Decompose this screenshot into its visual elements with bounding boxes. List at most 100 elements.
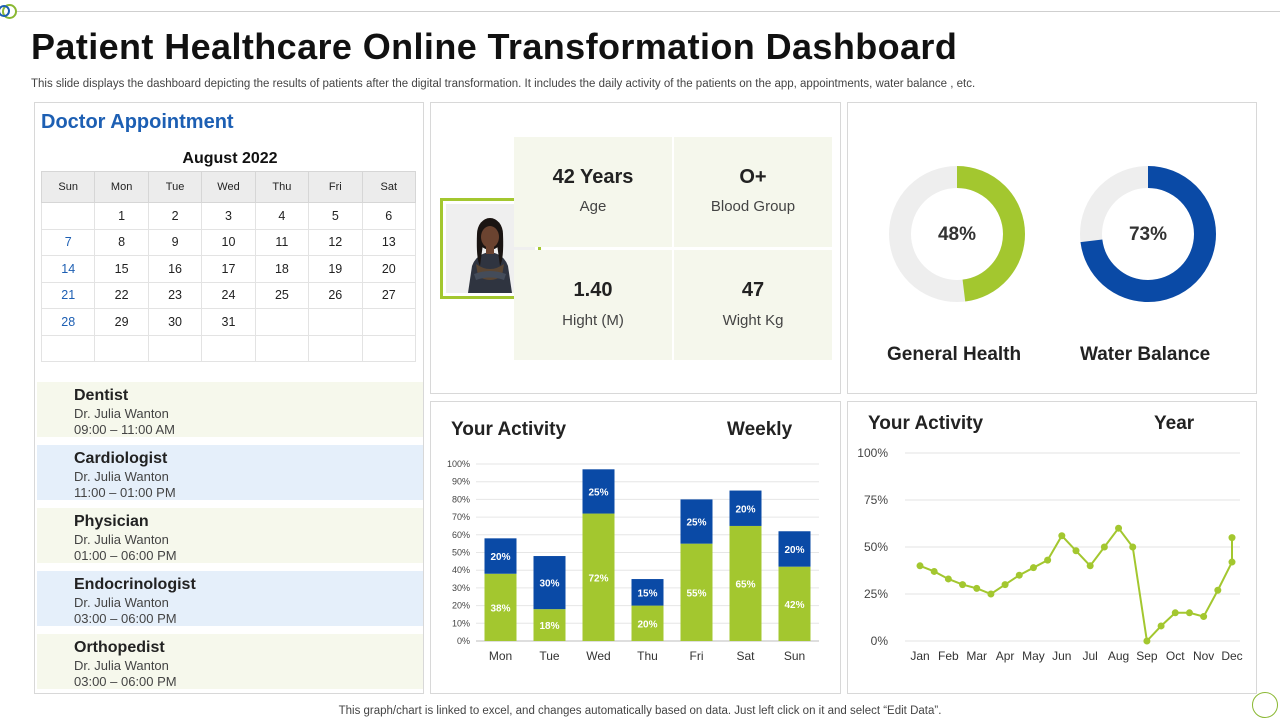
- blood-group-value: O+: [739, 166, 767, 188]
- bar-blue-sun: [778, 531, 811, 567]
- bar-green-thu: [631, 605, 664, 641]
- calendar-day[interactable]: 17: [201, 255, 256, 283]
- line-point: [987, 590, 995, 598]
- calendar-day[interactable]: 13: [361, 228, 417, 256]
- calendar-day[interactable]: 7: [40, 228, 96, 256]
- weekly-activity-panel: Your Activity Weekly 0% 10% 20% 30% 40% 50% 60…: [430, 401, 841, 694]
- calendar-day[interactable]: 21: [40, 281, 96, 309]
- calendar-day[interactable]: 25: [254, 281, 310, 309]
- decorative-circle: [0, 4, 17, 19]
- bar-y-tick: 50%: [452, 548, 470, 558]
- bar-y-tick: 60%: [452, 530, 470, 540]
- line-y-tick: 75%: [864, 493, 888, 507]
- appointment-specialty: Orthopedist: [74, 639, 165, 656]
- calendar-day[interactable]: 10: [201, 228, 256, 256]
- line-point: [1129, 543, 1137, 551]
- bar-label-blue: 25%: [588, 487, 608, 498]
- calendar-day[interactable]: 29: [94, 308, 149, 336]
- weekday-tue: Tue: [147, 171, 203, 203]
- weekday-fri: Fri: [308, 171, 363, 203]
- calendar-day[interactable]: 12: [308, 228, 363, 256]
- weight-label: Wight Kg: [722, 312, 784, 329]
- calendar-day: [40, 202, 96, 230]
- appointment-specialty: Dentist: [74, 387, 129, 404]
- calendar-day[interactable]: 15: [94, 255, 149, 283]
- appointment-item[interactable]: Cardiologist Dr. Julia Wanton 11:00 – 01:0…: [37, 445, 423, 500]
- calendar-day[interactable]: 22: [94, 281, 149, 309]
- appointment-time: 11:00 – 01:00 PM: [74, 485, 176, 500]
- line-point: [1058, 532, 1066, 540]
- appointment-item[interactable]: Orthopedist Dr. Julia Wanton 03:00 – 06:00…: [37, 634, 423, 689]
- calendar-day[interactable]: 18: [254, 255, 310, 283]
- line-point: [1185, 609, 1193, 617]
- calendar-day[interactable]: 14: [40, 255, 96, 283]
- appointment-time: 03:00 – 06:00 PM: [74, 611, 177, 626]
- appointment-doctor: Dr. Julia Wanton: [74, 595, 169, 610]
- calendar-day[interactable]: 4: [254, 202, 310, 230]
- bar-label-green: 65%: [735, 579, 755, 590]
- weight-value: 47: [741, 279, 765, 301]
- bar-x-tick: Sat: [736, 649, 755, 663]
- calendar-day[interactable]: 24: [201, 281, 256, 309]
- line-point: [1029, 564, 1037, 572]
- bar-green-tue: [533, 609, 566, 641]
- appointment-doctor: Dr. Julia Wanton: [74, 532, 169, 547]
- bar-x-tick: Fri: [690, 649, 704, 663]
- calendar-day[interactable]: 16: [147, 255, 203, 283]
- calendar-day[interactable]: 11: [254, 228, 310, 256]
- calendar-day[interactable]: 8: [94, 228, 149, 256]
- calendar-day[interactable]: 23: [147, 281, 203, 309]
- calendar-day[interactable]: 5: [308, 202, 363, 230]
- line-x-tick: Jan: [910, 649, 929, 663]
- calendar-day[interactable]: 9: [147, 228, 203, 256]
- doctor-appointment-panel: Doctor Appointment August 2022 Sun Mon Tue…: [34, 102, 424, 694]
- calendar-day[interactable]: 28: [40, 308, 96, 336]
- bar-green-fri: [680, 543, 713, 641]
- line-point: [1171, 609, 1179, 617]
- bar-y-tick: 20%: [452, 601, 470, 611]
- line-y-tick: 100%: [857, 446, 888, 460]
- calendar-day[interactable]: 3: [201, 202, 256, 230]
- calendar-day[interactable]: 31: [201, 308, 256, 336]
- bar-y-tick: 10%: [452, 618, 470, 628]
- calendar-day: [361, 308, 417, 336]
- weekday-mon: Mon: [94, 171, 149, 203]
- line-x-tick: Sep: [1136, 649, 1158, 663]
- line-y-tick: 0%: [871, 634, 889, 648]
- water-balance-value: 73%: [1129, 224, 1167, 245]
- bar-green-sat: [729, 525, 762, 641]
- appointment-item[interactable]: Physician Dr. Julia Wanton 01:00 – 06:00 P…: [37, 508, 423, 563]
- bar-label-blue: 15%: [637, 588, 657, 599]
- bar-label-green: 18%: [539, 621, 559, 632]
- calendar-day[interactable]: 2: [147, 202, 203, 230]
- line-x-tick: Dec: [1221, 649, 1242, 663]
- height-value: 1.40: [573, 279, 613, 301]
- line-point: [1228, 534, 1236, 542]
- line-x-tick: Jul: [1083, 649, 1098, 663]
- line-point: [1100, 543, 1108, 551]
- yearly-activity-title: Your Activity: [868, 413, 984, 434]
- calendar-day[interactable]: 30: [147, 308, 203, 336]
- calendar-day[interactable]: 19: [308, 255, 363, 283]
- bar-y-tick: 30%: [452, 583, 470, 593]
- calendar-day: [254, 308, 310, 336]
- calendar-day[interactable]: 1: [94, 202, 149, 230]
- bar-label-green: 55%: [686, 588, 706, 599]
- water-balance-arc: [1080, 166, 1216, 302]
- line-x-tick: Aug: [1108, 649, 1129, 663]
- patient-stats: 42 Years Age O+ Blood Group 1.40 Hight (…: [514, 137, 832, 360]
- appointment-item[interactable]: Dentist Dr. Julia Wanton 09:00 – 11:00 AM: [37, 382, 423, 437]
- bar-label-blue: 30%: [539, 579, 559, 590]
- calendar-day[interactable]: 26: [308, 281, 363, 309]
- bar-y-tick: 40%: [452, 565, 470, 575]
- appointment-item[interactable]: Endocrinologist Dr. Julia Wanton 03:00 – 0…: [37, 571, 423, 626]
- bar-label-green: 20%: [637, 619, 657, 630]
- calendar-day[interactable]: 20: [361, 255, 417, 283]
- bar-y-tick: 70%: [452, 512, 470, 522]
- age-value: 42 Years: [552, 166, 634, 188]
- line-x-tick: Jun: [1052, 649, 1071, 663]
- water-balance-label: Water Balance: [1080, 344, 1211, 365]
- calendar-day[interactable]: 27: [361, 281, 417, 309]
- calendar-day: [94, 334, 149, 362]
- calendar-day[interactable]: 6: [361, 202, 417, 230]
